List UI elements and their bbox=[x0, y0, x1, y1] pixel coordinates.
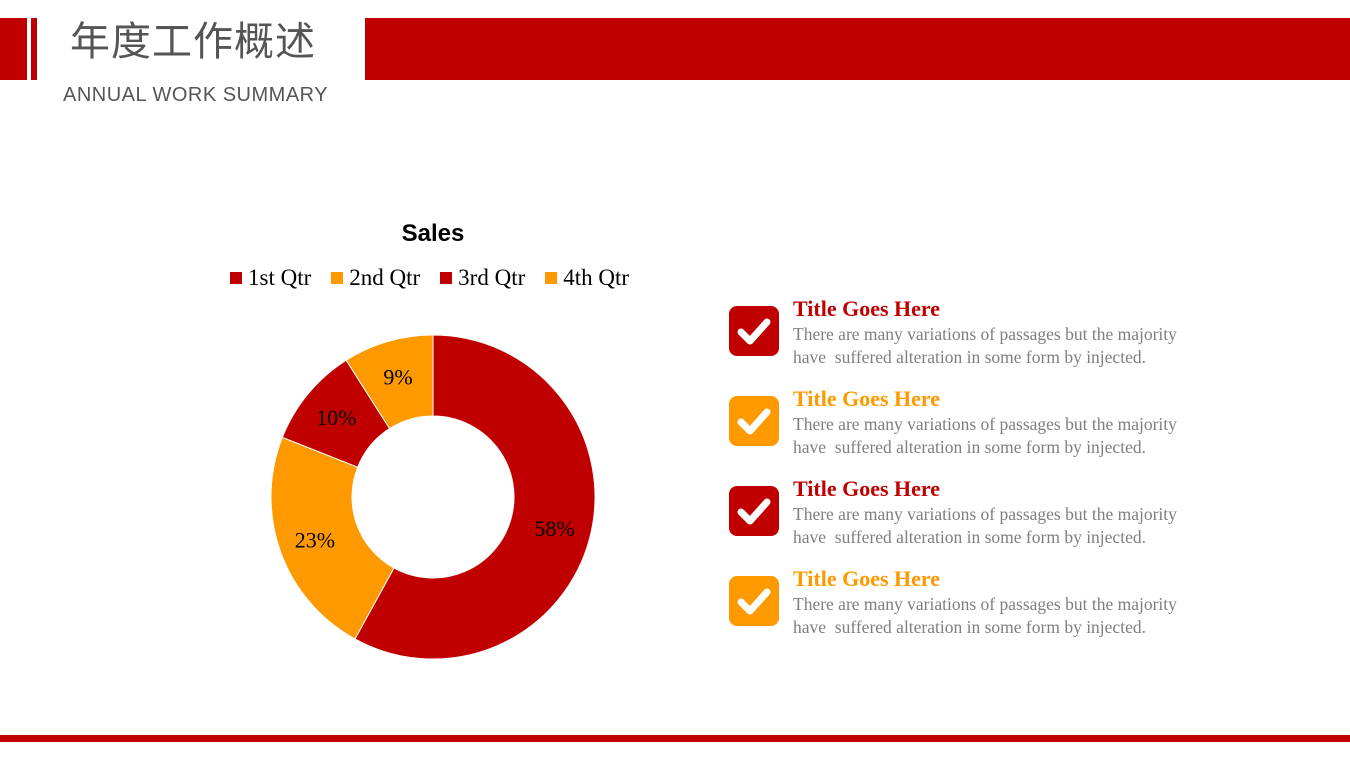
data-label-1: 58% bbox=[534, 516, 574, 541]
check-badge bbox=[729, 486, 779, 536]
check-badge bbox=[729, 396, 779, 446]
check-badge bbox=[729, 576, 779, 626]
summary-list: Title Goes Here There are many variation… bbox=[729, 296, 1289, 656]
donut-slice-1 bbox=[354, 334, 596, 660]
item-title: Title Goes Here bbox=[793, 566, 941, 591]
data-label-2: 23% bbox=[295, 528, 335, 553]
data-label-3: 10% bbox=[316, 405, 356, 430]
item-title: Title Goes Here bbox=[793, 296, 941, 321]
summary-item: Title Goes Here There are many variation… bbox=[729, 296, 1289, 386]
item-title: Title Goes Here bbox=[793, 386, 941, 411]
summary-item: Title Goes Here There are many variation… bbox=[729, 386, 1289, 476]
chart-title: Sales bbox=[401, 220, 465, 247]
legend-swatch bbox=[440, 272, 453, 284]
legend-label: 1st Qtr bbox=[248, 265, 312, 290]
summary-item: Title Goes Here There are many variation… bbox=[729, 566, 1289, 656]
summary-item: Title Goes Here There are many variation… bbox=[729, 476, 1289, 566]
chart-legend: 1st Qtr 2nd Qtr 3rd Qtr 4th Qtr bbox=[230, 264, 629, 292]
data-label-4: 9% bbox=[383, 364, 412, 389]
checkmark-icon bbox=[737, 498, 771, 525]
donut-slice-4 bbox=[345, 334, 434, 430]
item-description: There are many variations of passages bu… bbox=[793, 594, 1177, 637]
legend-swatch bbox=[545, 272, 558, 284]
legend-item-3rd-qtr: 3rd Qtr bbox=[440, 265, 525, 291]
legend-swatch bbox=[331, 272, 344, 284]
footer-accent-bar bbox=[0, 735, 1350, 742]
item-description: There are many variations of passages bu… bbox=[793, 324, 1177, 367]
legend-swatch bbox=[230, 272, 242, 284]
legend-label: 2nd Qtr bbox=[349, 265, 421, 290]
header-accent-bar-thin bbox=[31, 18, 37, 80]
legend-item-1st-qtr: 1st Qtr bbox=[230, 265, 311, 291]
header-accent-bar-right bbox=[365, 18, 1350, 80]
legend-item-4th-qtr: 4th Qtr bbox=[545, 265, 629, 291]
checkmark-icon bbox=[737, 588, 771, 615]
item-description: There are many variations of passages bu… bbox=[793, 504, 1177, 547]
item-description: There are many variations of passages bu… bbox=[793, 414, 1177, 457]
legend-label: 4th Qtr bbox=[563, 265, 630, 290]
legend-item-2nd-qtr: 2nd Qtr bbox=[331, 265, 420, 291]
donut-chart: 58% 23% 10% 9% bbox=[270, 334, 596, 660]
donut-slice-2 bbox=[270, 436, 395, 640]
item-title: Title Goes Here bbox=[793, 476, 941, 501]
checkmark-icon bbox=[737, 318, 771, 345]
page-subtitle: ANNUAL WORK SUMMARY bbox=[63, 84, 329, 106]
check-badge bbox=[729, 306, 779, 356]
page-title: 年度工作概述 bbox=[70, 19, 316, 65]
legend-label: 3rd Qtr bbox=[458, 265, 526, 290]
header-accent-bar-left bbox=[0, 18, 27, 80]
checkmark-icon bbox=[737, 408, 771, 435]
